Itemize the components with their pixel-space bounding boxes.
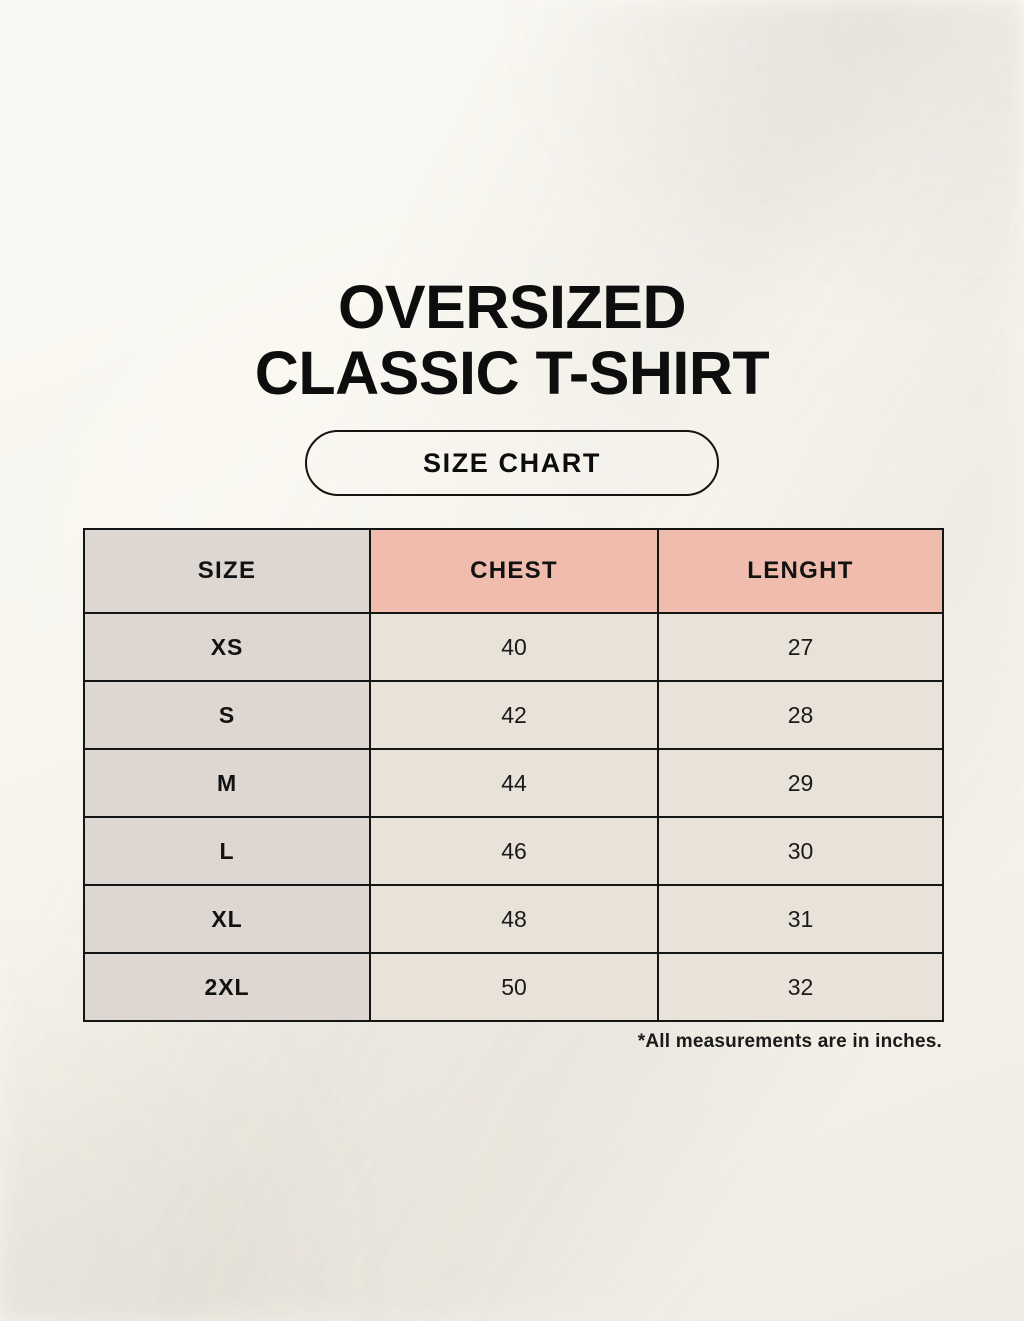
page-title-line-1: OVERSIZED	[337, 273, 687, 341]
page-title: OVERSIZED CLASSIC T-SHIRT	[0, 274, 1024, 406]
table-header-row: SIZE CHEST LENGHT	[83, 528, 944, 614]
column-header-chest: CHEST	[369, 528, 659, 614]
size-table-body: XS 40 27 S 42 28 M 44 29 L 46 30	[83, 612, 944, 1022]
cell-length: 32	[657, 952, 944, 1022]
cell-length: 28	[657, 680, 944, 750]
cell-chest: 40	[369, 612, 659, 682]
table-row: S 42 28	[83, 680, 944, 750]
cell-length: 29	[657, 748, 944, 818]
cell-length: 31	[657, 884, 944, 954]
cell-size: S	[83, 680, 371, 750]
page-title-line-2: CLASSIC T-SHIRT	[254, 339, 770, 407]
cell-chest: 46	[369, 816, 659, 886]
cell-chest: 48	[369, 884, 659, 954]
cell-chest: 42	[369, 680, 659, 750]
cell-chest: 44	[369, 748, 659, 818]
cell-length: 30	[657, 816, 944, 886]
column-header-size: SIZE	[83, 528, 371, 614]
cell-size: XS	[83, 612, 371, 682]
size-table-wrapper: SIZE CHEST LENGHT XS 40 27 S 42 28 M	[83, 528, 944, 1022]
column-header-length: LENGHT	[657, 528, 944, 614]
table-row: XS 40 27	[83, 612, 944, 682]
cell-size: L	[83, 816, 371, 886]
table-row: M 44 29	[83, 748, 944, 818]
cell-size: M	[83, 748, 371, 818]
size-chart-badge-wrapper: SIZE CHART	[0, 430, 1024, 496]
size-table: SIZE CHEST LENGHT XS 40 27 S 42 28 M	[83, 528, 944, 1022]
measurements-footnote: *All measurements are in inches.	[637, 1031, 942, 1052]
table-row: 2XL 50 32	[83, 952, 944, 1022]
cell-size: 2XL	[83, 952, 371, 1022]
size-chart-badge: SIZE CHART	[305, 430, 719, 496]
size-chart-badge-label: SIZE CHART	[423, 447, 601, 478]
cell-chest: 50	[369, 952, 659, 1022]
cell-size: XL	[83, 884, 371, 954]
size-table-header: SIZE CHEST LENGHT	[83, 528, 944, 614]
cell-length: 27	[657, 612, 944, 682]
table-row: L 46 30	[83, 816, 944, 886]
table-row: XL 48 31	[83, 884, 944, 954]
